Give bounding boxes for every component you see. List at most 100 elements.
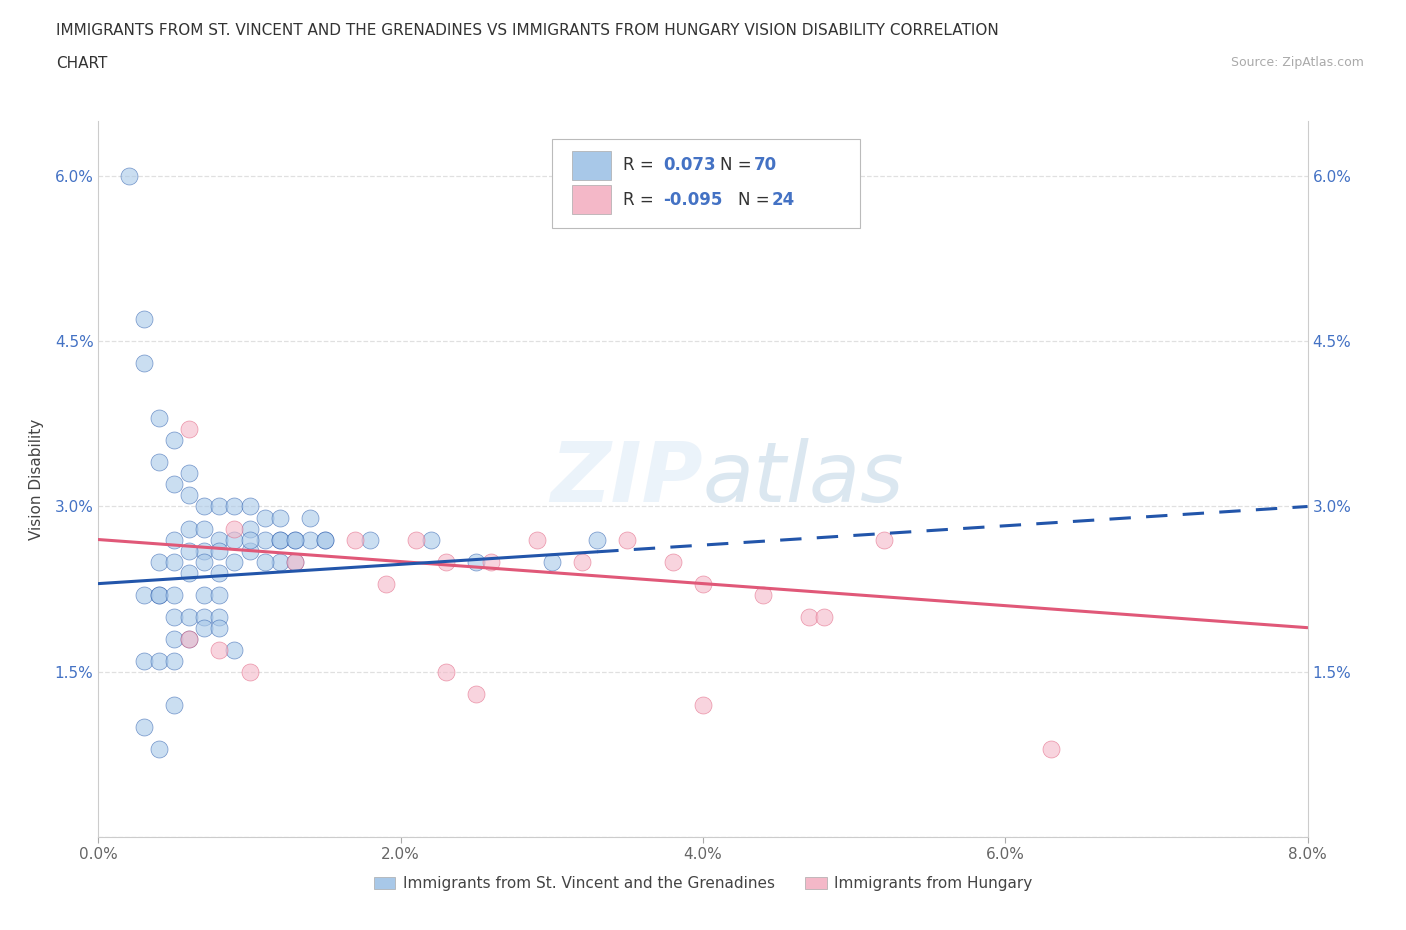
Point: [239, 664, 262, 679]
Point: [148, 653, 170, 668]
Point: [526, 532, 548, 547]
Point: [163, 698, 186, 712]
Point: [179, 609, 201, 624]
Point: [208, 620, 231, 635]
Text: 0.073: 0.073: [664, 156, 716, 174]
Point: [208, 532, 231, 547]
Point: [314, 532, 336, 547]
Point: [224, 499, 246, 514]
Point: [179, 565, 201, 580]
Legend: Immigrants from St. Vincent and the Grenadines, Immigrants from Hungary: Immigrants from St. Vincent and the Gren…: [367, 870, 1039, 897]
Point: [148, 411, 170, 426]
Point: [797, 609, 820, 624]
Point: [208, 643, 231, 658]
Text: R =: R =: [623, 156, 659, 174]
Point: [360, 532, 382, 547]
Point: [193, 620, 215, 635]
Point: [586, 532, 609, 547]
Point: [661, 554, 683, 569]
Text: R =: R =: [623, 191, 659, 208]
Point: [132, 356, 155, 371]
Y-axis label: Vision Disability: Vision Disability: [28, 418, 44, 539]
Point: [208, 543, 231, 558]
Point: [163, 554, 186, 569]
Point: [314, 532, 336, 547]
Point: [193, 499, 215, 514]
Point: [239, 532, 262, 547]
Text: 70: 70: [754, 156, 778, 174]
Point: [269, 510, 291, 525]
Point: [208, 565, 231, 580]
Point: [239, 499, 262, 514]
Point: [163, 653, 186, 668]
Point: [118, 168, 141, 183]
Point: [269, 532, 291, 547]
Point: [208, 609, 231, 624]
Point: [1039, 741, 1062, 756]
Point: [253, 532, 276, 547]
Point: [193, 543, 215, 558]
Point: [420, 532, 443, 547]
Point: [179, 521, 201, 536]
Point: [148, 554, 170, 569]
Point: [269, 554, 291, 569]
Point: [193, 521, 215, 536]
Point: [148, 741, 170, 756]
Text: CHART: CHART: [56, 56, 108, 71]
Text: ZIP: ZIP: [550, 438, 703, 520]
Point: [540, 554, 562, 569]
Text: IMMIGRANTS FROM ST. VINCENT AND THE GRENADINES VS IMMIGRANTS FROM HUNGARY VISION: IMMIGRANTS FROM ST. VINCENT AND THE GREN…: [56, 23, 1000, 38]
Text: N =: N =: [738, 191, 769, 208]
Point: [465, 554, 488, 569]
Point: [179, 631, 201, 646]
Point: [269, 532, 291, 547]
Point: [193, 554, 215, 569]
Point: [179, 631, 201, 646]
Point: [571, 554, 593, 569]
Point: [253, 554, 276, 569]
Point: [284, 532, 307, 547]
Point: [481, 554, 503, 569]
Point: [224, 532, 246, 547]
Point: [752, 587, 775, 602]
Point: [224, 643, 246, 658]
Point: [239, 521, 262, 536]
Point: [163, 631, 186, 646]
Point: [692, 698, 714, 712]
Point: [163, 477, 186, 492]
Point: [193, 587, 215, 602]
Point: [208, 587, 231, 602]
FancyBboxPatch shape: [572, 185, 612, 214]
Point: [434, 664, 457, 679]
Point: [253, 510, 276, 525]
Point: [873, 532, 896, 547]
Point: [284, 554, 307, 569]
Point: [434, 554, 457, 569]
Point: [132, 720, 155, 735]
Point: [163, 587, 186, 602]
Point: [163, 433, 186, 448]
Point: [132, 653, 155, 668]
Point: [179, 543, 201, 558]
Text: -0.095: -0.095: [664, 191, 723, 208]
FancyBboxPatch shape: [551, 139, 860, 229]
Point: [132, 587, 155, 602]
Text: 24: 24: [772, 191, 796, 208]
Point: [465, 686, 488, 701]
Point: [193, 609, 215, 624]
Point: [132, 312, 155, 326]
Point: [179, 488, 201, 503]
Text: Source: ZipAtlas.com: Source: ZipAtlas.com: [1230, 56, 1364, 69]
Point: [284, 554, 307, 569]
Point: [284, 532, 307, 547]
Point: [299, 532, 322, 547]
Point: [179, 422, 201, 437]
Point: [692, 577, 714, 591]
Text: atlas: atlas: [703, 438, 904, 520]
Point: [239, 543, 262, 558]
FancyBboxPatch shape: [572, 151, 612, 179]
Text: N =: N =: [720, 156, 752, 174]
Point: [148, 587, 170, 602]
Point: [344, 532, 367, 547]
Point: [148, 455, 170, 470]
